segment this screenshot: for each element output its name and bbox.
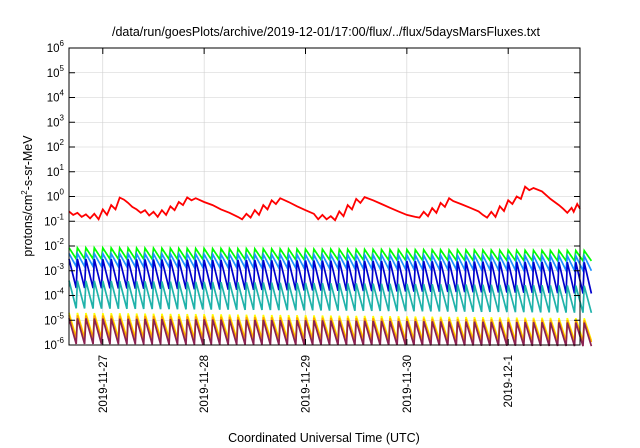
chart-title: /data/run/goesPlots/archive/2019-12-01/1… [112,25,541,39]
y-tick-label: 10-3 [44,262,64,278]
y-tick-label: 105 [47,64,65,80]
x-tick-label: 2019-11-28 [199,355,211,413]
series-line [68,258,593,294]
x-axis-label: Coordinated Universal Time (UTC) [228,431,420,445]
y-tick-label: 100 [47,188,65,204]
series-line [68,185,581,222]
y-tick-label: 102 [47,138,65,154]
y-tick-label: 10-1 [44,212,64,228]
plot-area [68,185,593,347]
x-tick-label: 2019-12-1 [503,355,515,407]
series-line [68,318,593,347]
y-tick-label: 10-5 [44,311,64,327]
series-line [68,280,593,314]
y-tick-label: 10-6 [44,336,64,352]
x-tick-label: 2019-11-30 [402,355,414,413]
y-tick-label: 10-4 [44,287,64,303]
y-tick-label: 106 [47,39,65,55]
axes: 10-6 10-5 10-4 10-3 10-2 10-1 100 101 102 103 104 1… [44,39,580,413]
y-tick-label: 101 [47,163,65,179]
y-axis-label: protons/cm2-s-sr-MeV [20,135,35,257]
y-tick-label: 103 [47,113,65,129]
x-tick-label: 2019-11-27 [98,355,110,413]
y-tick-label: 104 [47,89,65,105]
y-tick-label: 10-2 [44,237,64,253]
x-tick-label: 2019-11-29 [300,355,312,413]
